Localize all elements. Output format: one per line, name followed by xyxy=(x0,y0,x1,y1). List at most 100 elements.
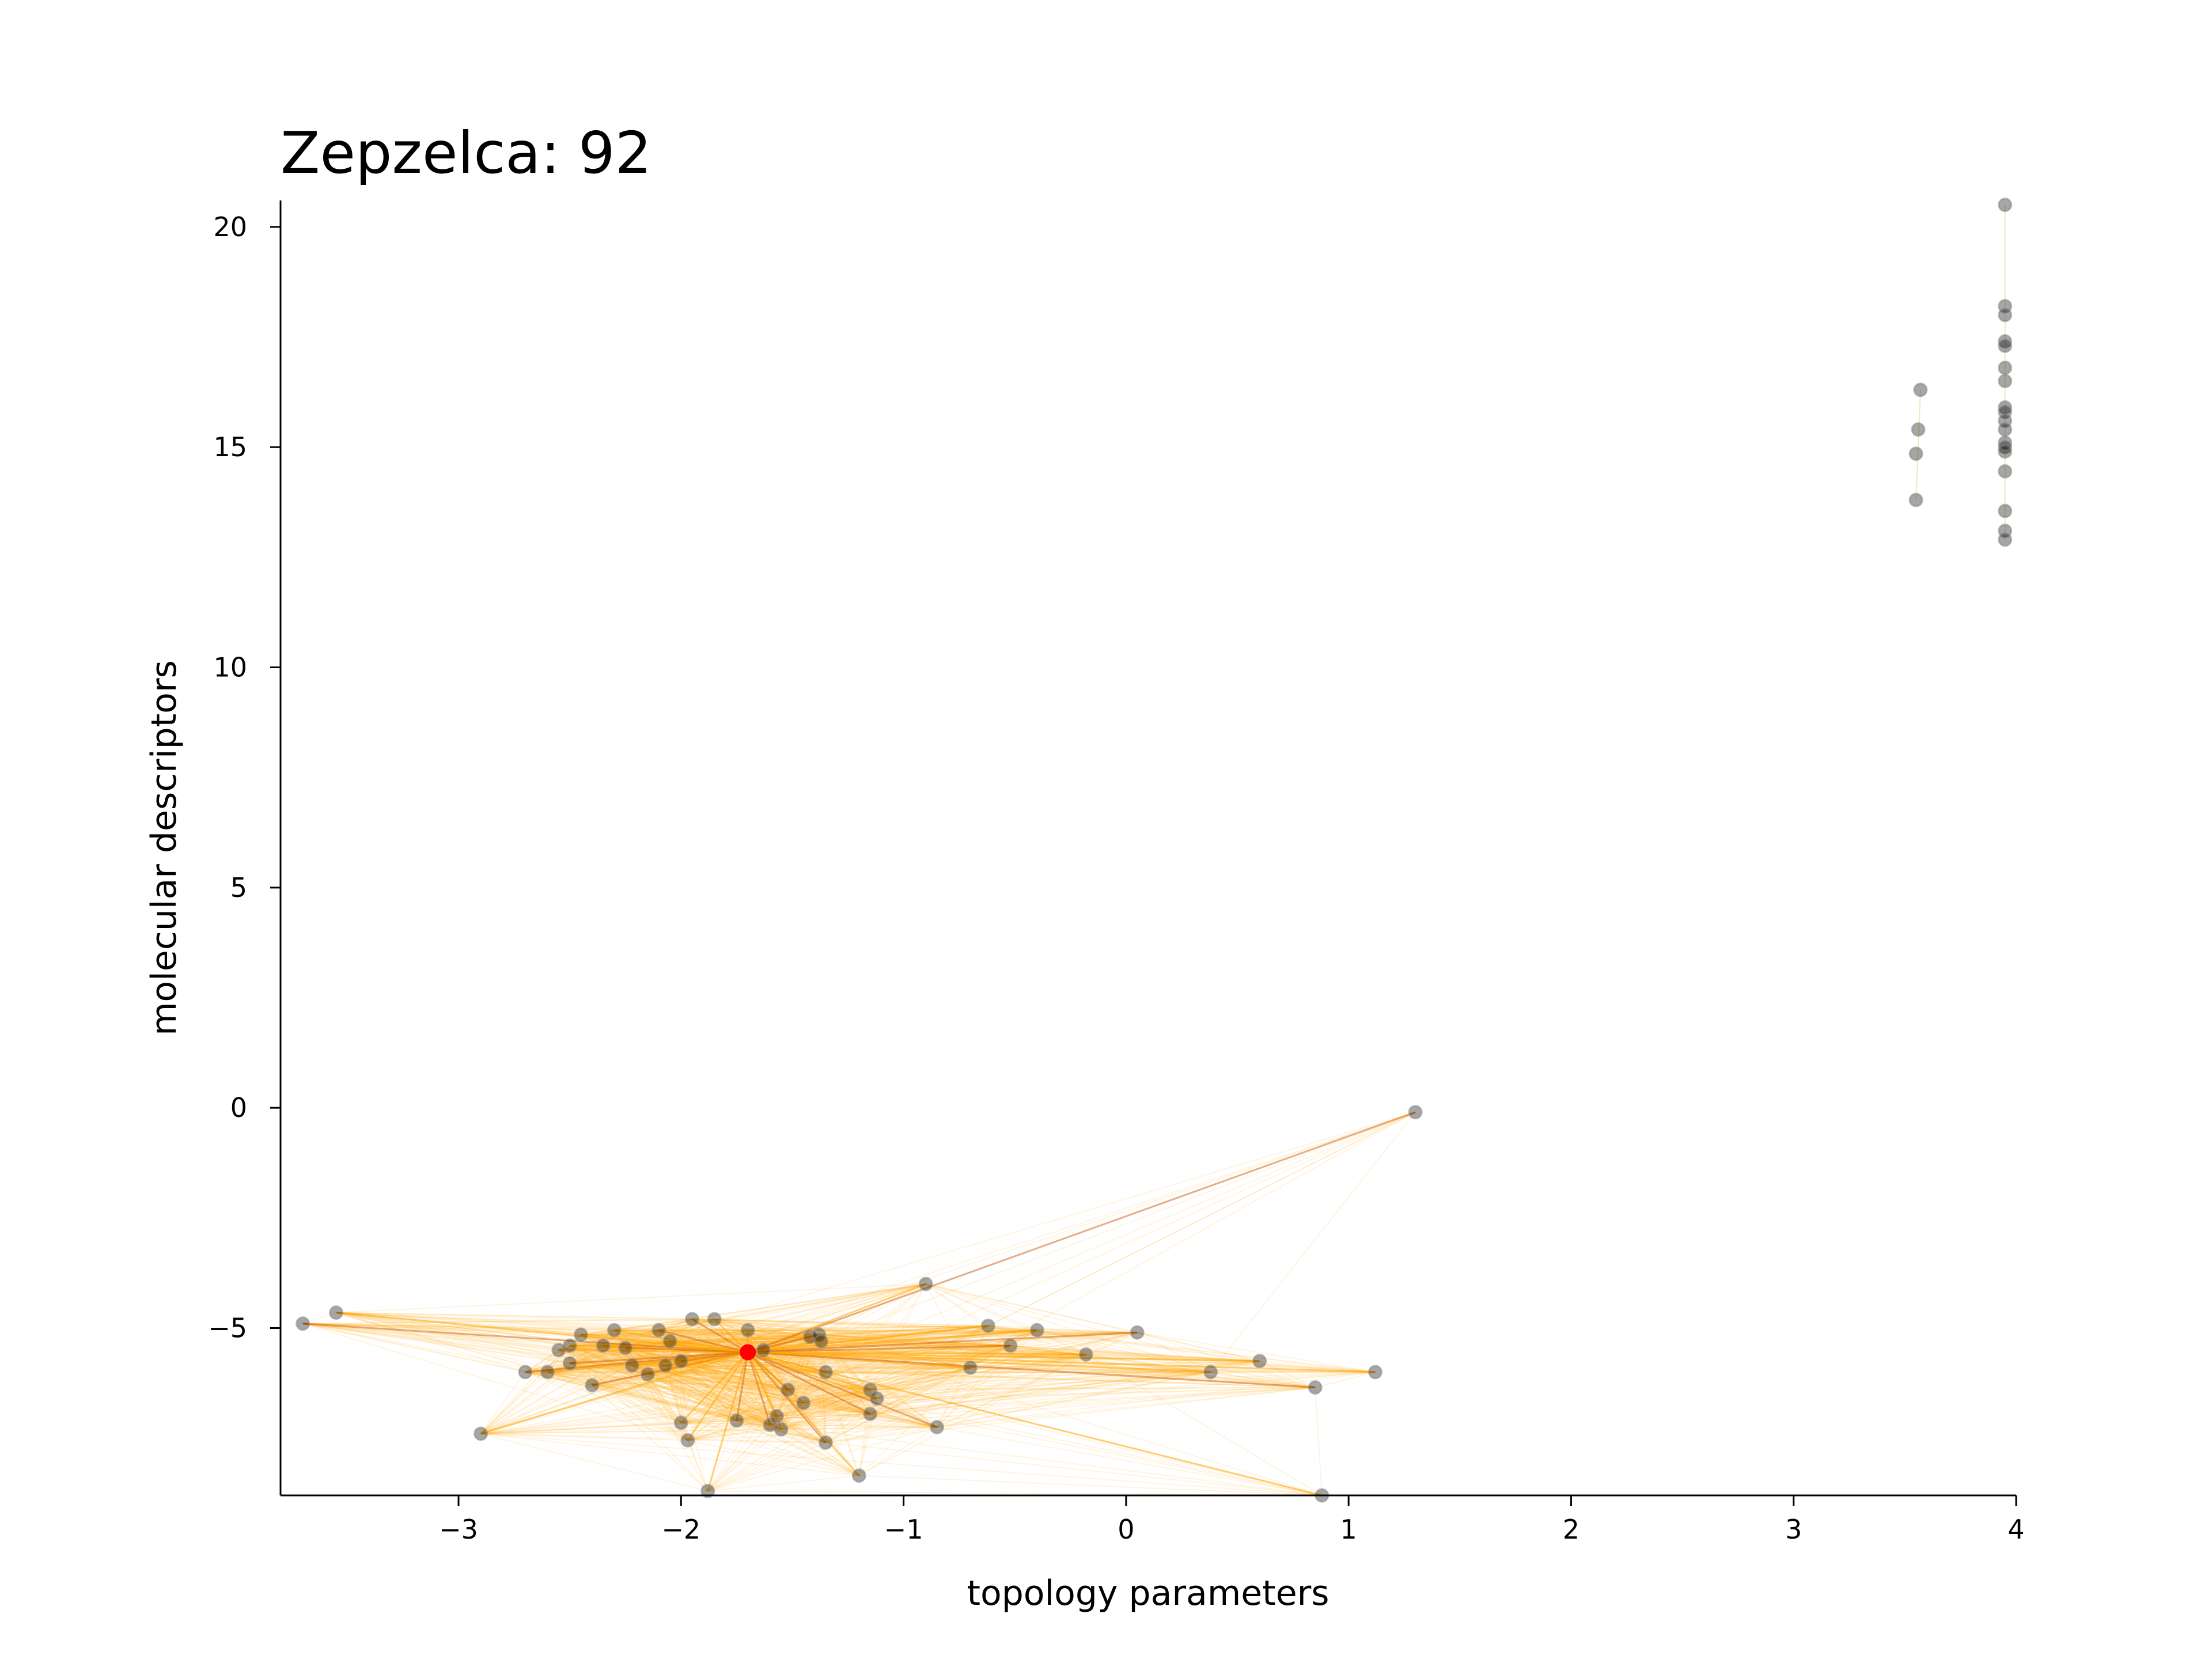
highlight-edge xyxy=(480,1351,748,1435)
y-tick-label: 5 xyxy=(230,872,247,903)
graph-edge xyxy=(525,1371,804,1404)
graph-edge xyxy=(302,1323,570,1364)
graph-edge xyxy=(669,1341,688,1441)
graph-edge xyxy=(707,1420,737,1491)
graph-edge xyxy=(825,1371,1211,1444)
graph-edge xyxy=(581,1325,988,1335)
graph-edge xyxy=(876,1367,971,1399)
highlight-edge xyxy=(625,1347,748,1353)
graph-edge xyxy=(302,1323,581,1335)
data-point xyxy=(1998,334,2013,349)
highlight-edge xyxy=(748,1351,1211,1373)
graph-edge xyxy=(625,1347,737,1421)
graph-edge xyxy=(525,1371,782,1430)
graph-edge xyxy=(819,1332,1138,1335)
graph-edge xyxy=(869,1398,878,1414)
graph-edge xyxy=(569,1362,782,1430)
graph-edge xyxy=(592,1319,715,1386)
graph-edge xyxy=(680,1422,688,1441)
data-point xyxy=(329,1305,344,1320)
graph-edge xyxy=(825,1330,1037,1373)
graph-edge xyxy=(680,1361,737,1421)
graph-edge xyxy=(692,1319,821,1342)
data-point xyxy=(796,1395,811,1410)
graph-edge xyxy=(925,1283,1086,1355)
graph-edge xyxy=(658,1330,1138,1334)
highlight-edge xyxy=(748,1351,1260,1362)
graph-edge xyxy=(988,1325,1138,1334)
graph-edge xyxy=(809,1336,938,1428)
data-point xyxy=(1998,440,2013,454)
y-tick-label: −5 xyxy=(208,1312,247,1343)
data-point xyxy=(918,1277,933,1291)
data-point xyxy=(1998,444,2013,459)
graph-edge xyxy=(691,1319,737,1421)
data-point xyxy=(680,1433,695,1448)
graph-edge xyxy=(777,1371,1211,1417)
graph-edge xyxy=(988,1325,1037,1331)
graph-edge xyxy=(558,1330,615,1351)
graph-edge xyxy=(680,1349,764,1423)
graph-edge xyxy=(302,1323,526,1373)
graph-edge xyxy=(480,1373,648,1434)
highlight-edge xyxy=(570,1351,748,1365)
graph-edge xyxy=(747,1330,877,1399)
chart-title: Zepzelca: 92 xyxy=(281,119,652,187)
graph-edge xyxy=(1010,1345,1260,1362)
graph-edge xyxy=(681,1360,870,1415)
graph-edge xyxy=(336,1312,715,1320)
highlight-edge xyxy=(748,1351,1316,1389)
graph-edge xyxy=(569,1345,632,1366)
graph-edge xyxy=(825,1354,1086,1444)
graph-edge xyxy=(647,1373,804,1404)
graph-edge xyxy=(870,1413,937,1428)
graph-edge xyxy=(687,1415,777,1441)
graph-edge xyxy=(1137,1332,1211,1373)
graph-edge xyxy=(687,1426,937,1441)
graph-edge xyxy=(302,1323,593,1386)
graph-edge xyxy=(631,1365,777,1417)
graph-edge xyxy=(525,1336,810,1373)
graph-edge xyxy=(869,1283,927,1390)
graph-edge xyxy=(647,1373,777,1417)
graph-edge xyxy=(777,1367,971,1417)
graph-edge xyxy=(787,1367,971,1391)
graph-edge xyxy=(302,1319,715,1324)
graph-edge xyxy=(625,1347,870,1391)
graph-edge xyxy=(592,1111,1416,1386)
graph-edge xyxy=(665,1365,682,1423)
highlight-edge xyxy=(747,1111,1416,1353)
data-point xyxy=(700,1483,715,1498)
graph-edge xyxy=(302,1323,632,1366)
x-tick-label: 4 xyxy=(2008,1514,2024,1545)
graph-edge xyxy=(736,1420,937,1428)
graph-edge xyxy=(603,1345,804,1404)
graph-edge xyxy=(592,1367,971,1386)
graph-edge xyxy=(647,1373,737,1421)
data-point xyxy=(652,1323,666,1338)
graph-edge xyxy=(876,1330,1037,1399)
graph-edge xyxy=(781,1354,1086,1430)
graph-edge xyxy=(687,1420,737,1441)
data-point xyxy=(980,1319,995,1334)
graph-edge xyxy=(825,1330,1037,1444)
graph-edge xyxy=(770,1424,1322,1496)
highlight-edge xyxy=(687,1351,749,1441)
graph-edge xyxy=(707,1426,937,1492)
graph-edge xyxy=(787,1334,820,1390)
graph-edge xyxy=(336,1312,615,1331)
graph-edge xyxy=(525,1371,648,1375)
graph-edge xyxy=(302,1323,666,1366)
graph-edge xyxy=(336,1312,632,1366)
graph-edge xyxy=(569,1362,688,1441)
graph-edge xyxy=(580,1334,593,1386)
data-point xyxy=(1908,446,1923,461)
graph-edge xyxy=(603,1334,819,1347)
graph-edge xyxy=(692,1319,877,1399)
graph-edge xyxy=(707,1475,859,1492)
graph-edge xyxy=(681,1422,859,1476)
graph-edge xyxy=(681,1422,937,1428)
graph-edge xyxy=(614,1330,1138,1334)
graph-edge xyxy=(870,1371,1211,1415)
graph-edge xyxy=(569,1345,681,1423)
